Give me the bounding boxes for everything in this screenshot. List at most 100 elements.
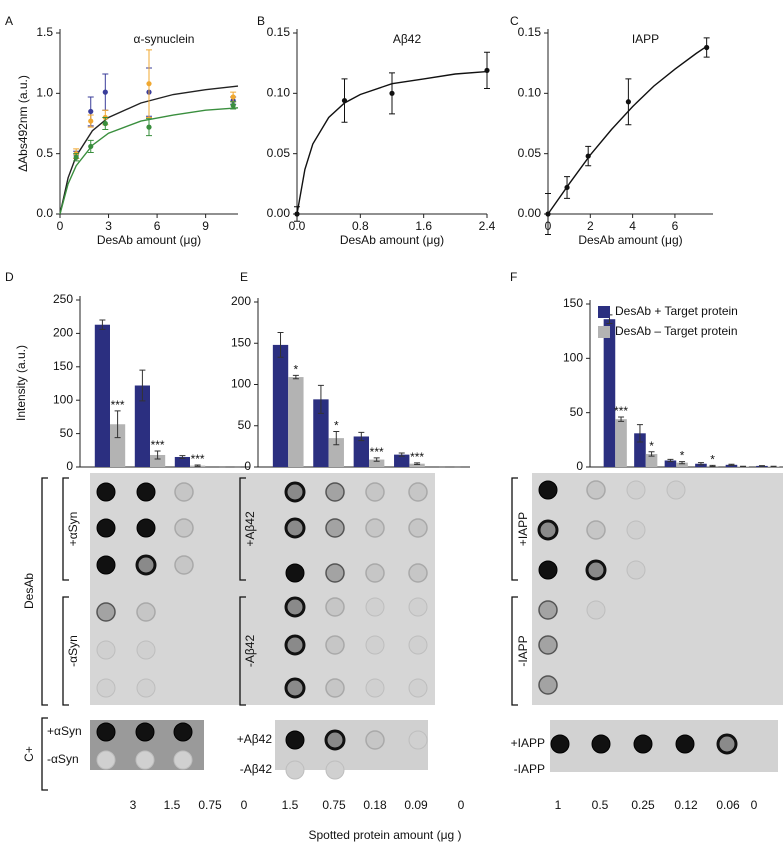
- error-bar: [758, 465, 765, 467]
- x-tick-label: 1.6: [415, 219, 432, 233]
- blot-dot: [538, 635, 558, 655]
- panel-label: A: [5, 14, 13, 28]
- y-tick-label: 150: [231, 335, 251, 349]
- blot-dot: [284, 481, 306, 503]
- bar: [676, 462, 688, 467]
- bar: [328, 438, 344, 467]
- error-bar: [114, 410, 121, 439]
- blot-dot: [325, 635, 345, 655]
- y-tick-label: 200: [231, 294, 251, 308]
- x-tick-label: 0.75: [322, 798, 346, 812]
- y-tick-label: 0.00: [267, 206, 291, 220]
- y-tick-label: 150: [563, 296, 583, 310]
- x-tick-label: 0.8: [352, 219, 369, 233]
- row-label: -Aβ42: [243, 635, 257, 668]
- y-tick-label: 50: [60, 426, 74, 440]
- blot-dot: [135, 722, 155, 742]
- blot-dot: [96, 602, 116, 622]
- y-axis-label: ΔAbs492nm (a.u.): [16, 75, 30, 172]
- blot-dot: [325, 597, 345, 617]
- x-tick-label: 3: [130, 798, 137, 812]
- blot-dot: [586, 600, 606, 620]
- row-label: -αSyn: [66, 635, 80, 667]
- data-point: [146, 124, 152, 130]
- data-point: [88, 108, 94, 115]
- chart-title: IAPP: [632, 32, 659, 46]
- blot-dot: [325, 678, 345, 698]
- blot-dot: [96, 750, 116, 770]
- blot-dot: [284, 596, 306, 618]
- y-tick-label: 0.10: [267, 86, 291, 100]
- bar: [353, 436, 369, 467]
- x-tick-label: 3: [105, 219, 112, 233]
- blot-dot: [174, 518, 194, 538]
- blot-dot: [365, 563, 385, 583]
- error-bar: [194, 464, 201, 467]
- bar: [288, 377, 304, 467]
- y-tick-label: 0.5: [36, 146, 53, 160]
- error-bar: [99, 319, 106, 330]
- y-tick-label: 0.05: [518, 146, 542, 160]
- data-point: [564, 184, 570, 191]
- chart-title: α-synuclein: [134, 32, 195, 46]
- blot-dot: [538, 600, 558, 620]
- bracket: [511, 596, 518, 706]
- significance-label: ***: [191, 452, 205, 466]
- x-tick-label: 0: [751, 798, 758, 812]
- bracket: [62, 477, 69, 581]
- blot-dot: [585, 559, 607, 581]
- data-point: [545, 211, 551, 217]
- blot-dot: [365, 597, 385, 617]
- blot-dot: [365, 730, 385, 750]
- blot-dot: [174, 482, 194, 502]
- row-label: +αSyn: [66, 512, 80, 547]
- blot-dot: [96, 482, 116, 502]
- blot-dot: [285, 730, 305, 750]
- blot-dot: [285, 760, 305, 780]
- bar: [369, 459, 385, 467]
- data-point: [294, 211, 300, 217]
- x-tick-label: 0.0: [289, 219, 306, 233]
- blot-dot: [325, 482, 345, 502]
- blot-dot: [408, 678, 428, 698]
- bracket: [41, 717, 48, 791]
- bar: [725, 464, 738, 467]
- blot-dot: [96, 678, 116, 698]
- blot-dot: [538, 675, 558, 695]
- error-bar: [618, 416, 625, 422]
- panel-label: C: [510, 14, 519, 28]
- data-point: [88, 118, 94, 124]
- blot-dot: [626, 520, 646, 540]
- x-tick-label: 1.5: [164, 798, 181, 812]
- data-point: [88, 143, 94, 150]
- fit-curve: [547, 45, 708, 215]
- blot-dot: [666, 480, 686, 500]
- blot-dot: [136, 518, 156, 538]
- blot-membrane: [265, 473, 435, 705]
- significance-label: ***: [370, 445, 384, 459]
- bar: [615, 419, 627, 467]
- x-tick-label: 6: [672, 219, 679, 233]
- x-axis-label: Spotted protein amount (μg ): [309, 828, 462, 842]
- significance-label: *: [649, 439, 654, 453]
- data-point: [484, 67, 490, 74]
- blot-dot: [135, 750, 155, 770]
- blot-dot: [173, 750, 193, 770]
- x-tick-label: 2: [587, 219, 594, 233]
- blot-dot: [325, 760, 345, 780]
- bar: [394, 454, 410, 467]
- blot-dot: [174, 555, 194, 575]
- x-tick-label: 0: [458, 798, 465, 812]
- fit-curve: [59, 85, 239, 215]
- blot-dot: [96, 555, 116, 575]
- x-tick-label: 0: [241, 798, 248, 812]
- error-bar: [358, 431, 365, 442]
- y-tick-label: 100: [563, 351, 583, 365]
- bar: [695, 463, 707, 467]
- blot-dot: [408, 563, 428, 583]
- blot-dot: [675, 734, 695, 754]
- panel-label: D: [5, 270, 14, 284]
- y-tick-label: 0: [576, 459, 583, 473]
- blot-dot: [324, 729, 346, 751]
- fit-curve: [296, 70, 488, 215]
